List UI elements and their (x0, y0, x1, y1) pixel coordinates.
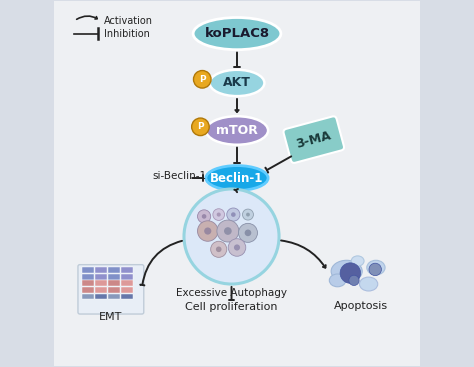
Circle shape (193, 70, 211, 88)
Circle shape (202, 214, 206, 219)
Text: P: P (199, 75, 206, 84)
Circle shape (217, 212, 221, 217)
Bar (82, 280, 94, 286)
Text: Cell proliferation: Cell proliferation (185, 302, 278, 312)
Bar (108, 287, 120, 293)
Bar (108, 267, 120, 273)
Text: koPLAC8: koPLAC8 (204, 27, 270, 40)
Circle shape (234, 244, 240, 251)
Circle shape (243, 209, 254, 220)
Text: Inhibition: Inhibition (104, 29, 150, 39)
Ellipse shape (367, 260, 385, 275)
Ellipse shape (331, 260, 362, 282)
Bar (108, 274, 120, 280)
Ellipse shape (193, 18, 281, 50)
Circle shape (231, 212, 236, 217)
Bar (121, 287, 133, 293)
Circle shape (210, 241, 227, 257)
Circle shape (191, 118, 209, 135)
FancyBboxPatch shape (283, 116, 344, 163)
Circle shape (216, 247, 221, 252)
Bar (108, 280, 120, 286)
FancyBboxPatch shape (78, 265, 144, 314)
Text: si-Beclin-1: si-Beclin-1 (153, 171, 207, 181)
Ellipse shape (359, 277, 378, 291)
Bar (95, 294, 107, 299)
Circle shape (228, 239, 246, 256)
Text: EMT: EMT (99, 312, 123, 322)
Bar (121, 274, 133, 280)
Text: Activation: Activation (104, 16, 153, 26)
FancyBboxPatch shape (46, 0, 428, 367)
Circle shape (227, 208, 240, 221)
Bar (95, 274, 107, 280)
Text: Apoptosis: Apoptosis (334, 301, 388, 311)
Circle shape (245, 229, 251, 236)
Ellipse shape (206, 166, 268, 190)
Text: AKT: AKT (223, 76, 251, 90)
Circle shape (204, 228, 211, 235)
Circle shape (340, 263, 361, 283)
Text: Beclin-1: Beclin-1 (210, 171, 264, 185)
Bar (82, 267, 94, 273)
Bar (108, 294, 120, 299)
Bar (95, 267, 107, 273)
Text: mTOR: mTOR (216, 124, 258, 137)
Circle shape (238, 224, 257, 242)
Bar (82, 287, 94, 293)
Bar (95, 280, 107, 286)
Circle shape (246, 212, 250, 217)
Text: Excessive Autophagy: Excessive Autophagy (176, 288, 287, 298)
Bar (82, 274, 94, 280)
Circle shape (198, 221, 218, 241)
Ellipse shape (206, 116, 268, 145)
Circle shape (369, 263, 382, 276)
Text: P: P (197, 122, 204, 131)
Circle shape (217, 220, 239, 242)
Bar (121, 280, 133, 286)
Text: 3-MA: 3-MA (295, 129, 333, 150)
Circle shape (224, 227, 232, 235)
Circle shape (198, 210, 210, 223)
Ellipse shape (210, 70, 264, 96)
Circle shape (184, 189, 279, 284)
Ellipse shape (351, 256, 364, 266)
Bar (121, 267, 133, 273)
Bar (95, 287, 107, 293)
Ellipse shape (329, 274, 346, 287)
Bar (82, 294, 94, 299)
Bar (121, 294, 133, 299)
Circle shape (213, 209, 225, 221)
Circle shape (349, 275, 359, 286)
